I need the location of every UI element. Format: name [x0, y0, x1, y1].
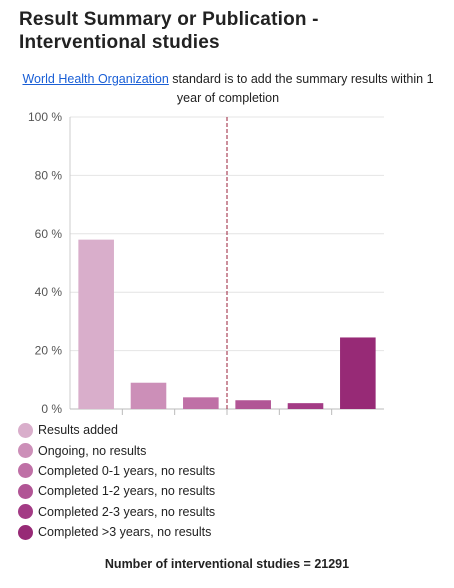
legend-item: Completed 0-1 years, no results	[18, 461, 215, 481]
y-tick-label: 80 %	[35, 168, 63, 182]
bar-6	[340, 337, 376, 409]
legend-label: Completed 2-3 years, no results	[38, 504, 216, 519]
y-tick-label: 0 %	[41, 402, 62, 415]
chart-title: Result Summary or Publication - Interven…	[19, 9, 319, 53]
bar-5	[287, 403, 324, 409]
bar-chart: 0 % 20 % 40 % 60 % 80 % 100 %	[28, 110, 384, 415]
legend-swatch	[18, 483, 33, 499]
legend-label: Completed >3 years, no results	[38, 525, 212, 540]
legend-swatch	[18, 463, 33, 479]
legend-swatch	[18, 422, 33, 438]
legend-item: Ongoing, no results	[18, 440, 215, 460]
legend-label: Completed 1-2 years, no results	[38, 484, 216, 499]
bar-4	[235, 400, 271, 409]
legend-swatch	[18, 504, 33, 520]
legend-item: Completed >3 years, no results	[18, 522, 215, 542]
legend-item: Completed 1-2 years, no results	[18, 481, 215, 501]
legend-item: Results added	[18, 420, 215, 440]
legend-item: Completed 2-3 years, no results	[18, 502, 215, 522]
bar-2	[130, 382, 167, 409]
y-tick-label: 100 %	[28, 110, 62, 124]
who-link[interactable]: World Health Organization	[22, 72, 169, 86]
subtitle-text: standard is to add the summary results w…	[168, 72, 434, 105]
y-tick-label: 60 %	[35, 227, 63, 241]
legend-swatch	[18, 524, 33, 540]
y-tick-label: 20 %	[35, 344, 63, 358]
legend-label: Ongoing, no results	[38, 443, 147, 458]
legend-swatch	[18, 443, 33, 459]
chart-legend: Results added Ongoing, no results Complete…	[18, 420, 215, 542]
legend-label: Results added	[38, 423, 118, 438]
study-count: Number of interventional studies = 21291	[104, 557, 350, 571]
legend-label: Completed 0-1 years, no results	[38, 463, 216, 478]
bar-3	[183, 397, 219, 409]
y-tick-label: 40 %	[35, 285, 63, 299]
bar-1	[78, 239, 114, 409]
chart-subtitle: World Health Organization standard is to…	[12, 70, 444, 108]
